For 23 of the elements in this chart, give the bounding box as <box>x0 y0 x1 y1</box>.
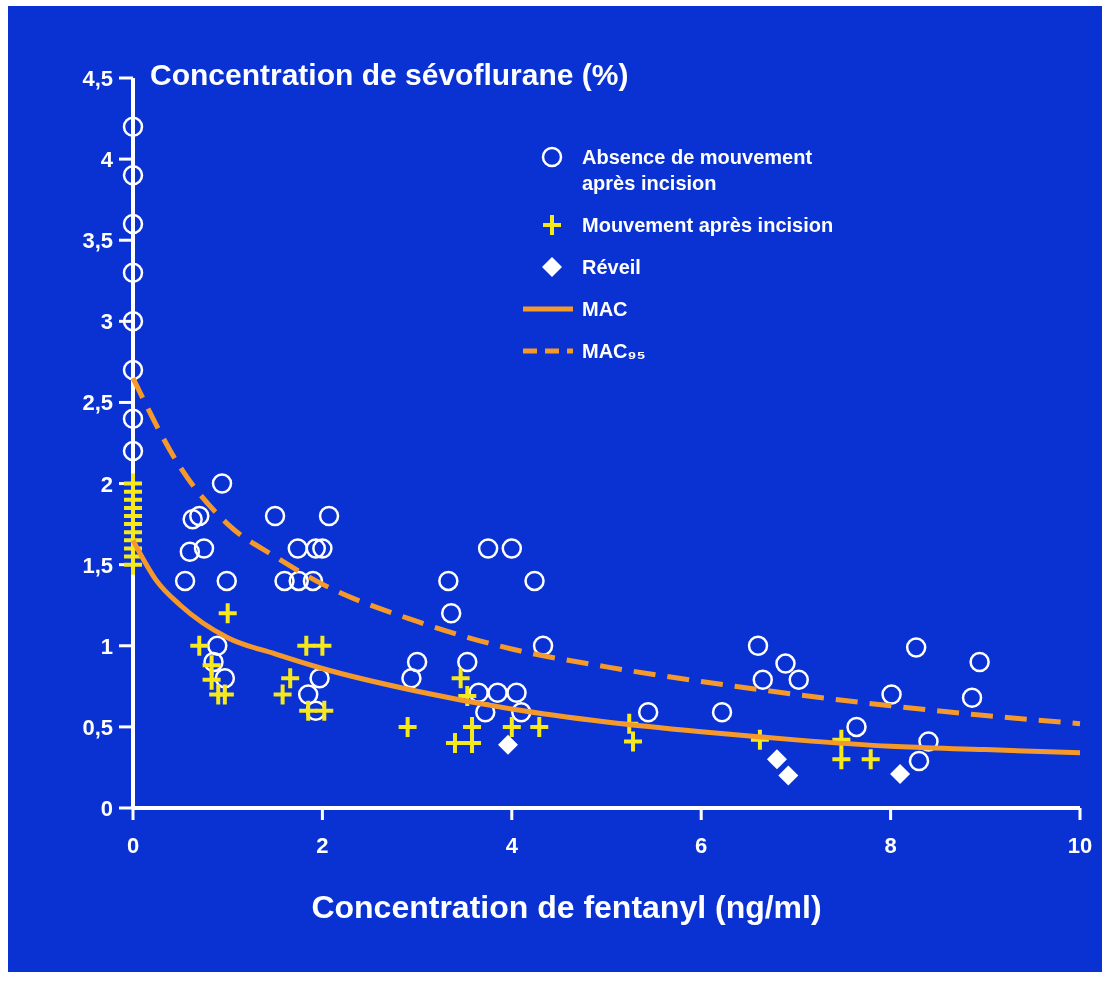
y-tick-label: 2,5 <box>82 390 113 416</box>
x-tick-label: 8 <box>884 833 897 858</box>
legend-label: Réveil <box>582 256 641 278</box>
x-tick-label: 0 <box>126 833 140 858</box>
y-tick-label: 2 <box>100 471 113 497</box>
legend-label: Absence de mouvement après incision <box>582 146 813 194</box>
y-axis-title: Concentration de sévoflurane (%) <box>150 58 629 91</box>
legend-label: MAC₉₅ <box>582 340 646 362</box>
y-tick-label: 1 <box>100 633 113 659</box>
y-tick-label: 0,5 <box>82 714 113 740</box>
y-tick-label: 4 <box>100 147 114 173</box>
legend-label: Mouvement après incision <box>582 214 834 236</box>
x-tick-label: 2 <box>316 833 329 858</box>
y-tick-label: 3 <box>100 309 113 335</box>
y-tick-label: 1,5 <box>82 552 113 578</box>
x-tick-label: 4 <box>505 833 519 858</box>
x-tick-label: 10 <box>1067 833 1093 858</box>
y-tick-label: 4,5 <box>82 66 113 91</box>
y-tick-label: 0 <box>100 796 113 821</box>
y-tick-label: 3,5 <box>82 228 113 254</box>
x-axis-title: Concentration de fentanyl (ng/ml) <box>311 889 822 925</box>
x-tick-label: 6 <box>695 833 708 858</box>
legend-label: MAC <box>582 298 628 320</box>
